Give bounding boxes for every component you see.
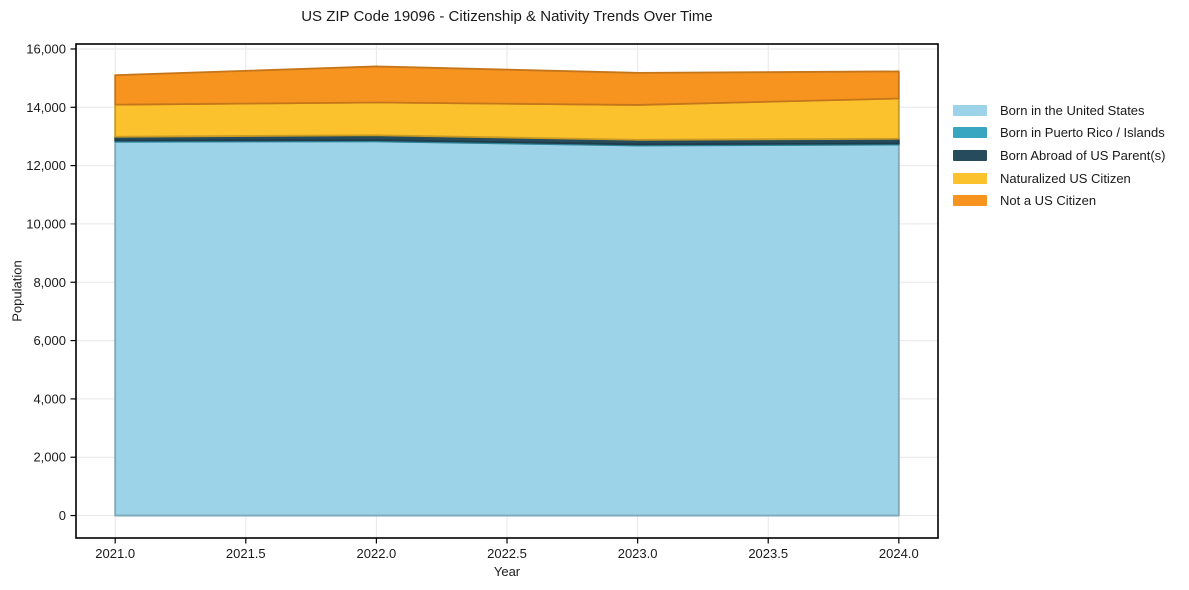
y-tick-label: 16,000	[26, 41, 66, 56]
legend-label: Naturalized US Citizen	[1000, 170, 1131, 186]
area-series-3	[114, 97, 900, 141]
legend-item: Naturalized US Citizen	[953, 167, 1165, 190]
y-tick-label: 10,000	[26, 216, 66, 231]
legend-item: Not a US Citizen	[953, 189, 1165, 212]
x-tick-label: 2023.0	[618, 546, 658, 561]
y-tick-label: 14,000	[26, 100, 66, 115]
y-tick-label: 2,000	[33, 450, 66, 465]
legend-label: Not a US Citizen	[1000, 193, 1097, 209]
y-tick-label: 6,000	[33, 333, 66, 348]
legend-swatch	[953, 195, 987, 207]
x-tick-label: 2022.0	[357, 546, 397, 561]
legend-item: Born in Puerto Rico / Islands	[953, 122, 1165, 145]
x-tick-label: 2021.0	[95, 546, 135, 561]
legend-swatch	[953, 104, 987, 116]
x-tick-label: 2023.5	[748, 546, 788, 561]
axes: 0 2,000 4,000 6,000 8,000 10,000 12,000 14,000 1…	[26, 41, 939, 561]
chart-title: US ZIP Code 19096 - Citizenship & Nativi…	[301, 8, 713, 25]
x-tick-label: 2021.5	[226, 546, 266, 561]
y-axis-label-text: Population	[9, 260, 25, 322]
legend-label: Born in Puerto Rico / Islands	[1000, 125, 1165, 141]
y-tick-label: 0	[59, 508, 66, 523]
legend-item: Born Abroad of US Parent(s)	[953, 144, 1165, 167]
y-tick-label: 4,000	[33, 391, 66, 406]
legend-swatch	[953, 149, 987, 161]
x-axis-label: Year	[493, 564, 521, 579]
x-tick-label: 2022.5	[487, 546, 527, 561]
area-series-4	[114, 65, 900, 106]
legend-swatch	[953, 127, 987, 139]
legend: Born in the United States Born in Puerto …	[953, 99, 1165, 212]
y-tick-label: 8,000	[33, 275, 66, 290]
area-series-0	[114, 140, 900, 517]
legend-label: Born in the United States	[1000, 102, 1145, 118]
x-tick-label: 2024.0	[879, 546, 919, 561]
stacked-areas	[114, 65, 900, 517]
legend-item: Born in the United States	[953, 99, 1165, 122]
y-tick-label: 12,000	[26, 158, 66, 173]
plot-border	[75, 43, 939, 539]
legend-swatch	[953, 172, 987, 184]
legend-label: Born Abroad of US Parent(s)	[1000, 147, 1166, 163]
